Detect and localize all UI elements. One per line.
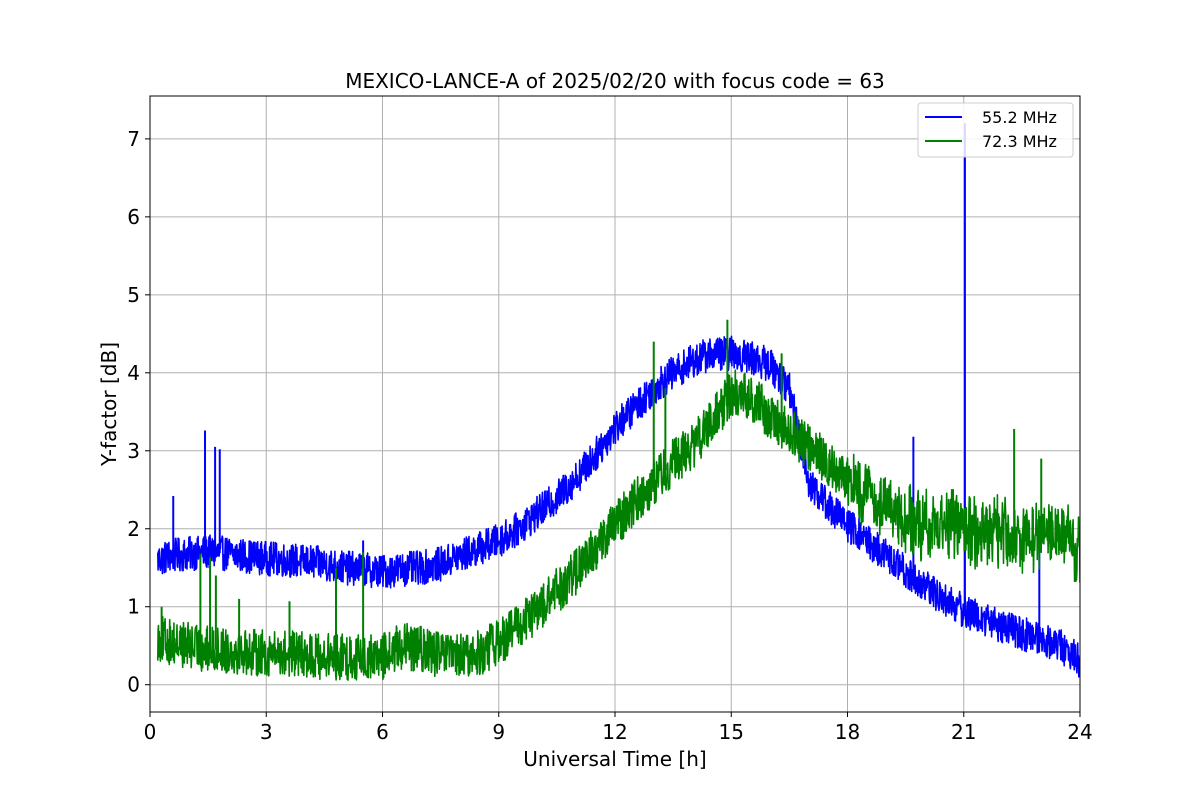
y-tick-label: 6 bbox=[127, 205, 140, 229]
x-axis-label: Universal Time [h] bbox=[523, 747, 706, 771]
x-tick-label: 9 bbox=[492, 720, 505, 744]
chart-title: MEXICO-LANCE-A of 2025/02/20 with focus … bbox=[345, 69, 885, 93]
y-axis-label: Y-factor [dB] bbox=[97, 342, 121, 467]
y-tick-label: 3 bbox=[127, 439, 140, 463]
x-tick-label: 18 bbox=[835, 720, 860, 744]
series-line-2 bbox=[157, 369, 1080, 681]
y-tick-label: 2 bbox=[127, 517, 140, 541]
x-tick-label: 3 bbox=[260, 720, 273, 744]
x-tick-label: 0 bbox=[144, 720, 157, 744]
x-tick-label: 21 bbox=[951, 720, 976, 744]
legend-label-series-1: 55.2 MHz bbox=[982, 108, 1057, 127]
y-tick-label: 1 bbox=[127, 595, 140, 619]
y-tick-label: 7 bbox=[127, 127, 140, 151]
legend: 55.2 MHz 72.3 MHz bbox=[917, 102, 1074, 158]
y-axis-ticks: 0 1 2 3 4 5 6 7 bbox=[127, 127, 150, 697]
plot-area bbox=[157, 123, 1080, 681]
y-tick-label: 0 bbox=[127, 673, 140, 697]
series-line-1 bbox=[157, 335, 1080, 678]
x-axis-ticks: 0 3 6 9 12 15 18 21 24 bbox=[144, 712, 1093, 744]
x-tick-label: 24 bbox=[1067, 720, 1092, 744]
legend-label-series-2: 72.3 MHz bbox=[982, 132, 1057, 151]
x-tick-label: 15 bbox=[719, 720, 744, 744]
x-tick-label: 12 bbox=[602, 720, 627, 744]
x-tick-label: 6 bbox=[376, 720, 389, 744]
y-tick-label: 5 bbox=[127, 283, 140, 307]
y-tick-label: 4 bbox=[127, 361, 140, 385]
